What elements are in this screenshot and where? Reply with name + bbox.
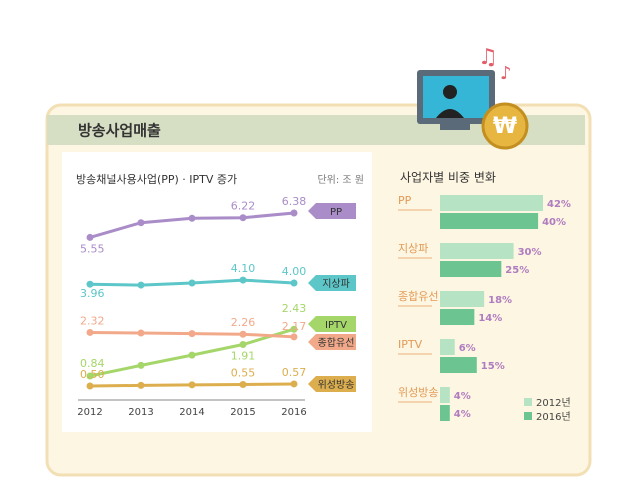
- value-label: 3.96: [80, 287, 105, 300]
- value-label: 1.91: [231, 350, 256, 363]
- bar: [440, 261, 502, 277]
- value-label: 15%: [481, 361, 505, 372]
- point: [239, 341, 247, 349]
- point: [188, 351, 196, 359]
- value-label: 30%: [518, 247, 542, 258]
- value-label: 4.00: [282, 265, 307, 278]
- point: [188, 279, 196, 287]
- bar: [440, 243, 514, 259]
- value-label: 6.38: [282, 195, 307, 208]
- point: [137, 219, 145, 227]
- point: [188, 214, 196, 222]
- series-tag: [308, 203, 356, 219]
- line-title: 방송채널사용사업(PP) · IPTV 증가: [76, 173, 237, 186]
- value-label: 2.17: [282, 320, 307, 333]
- bar: [440, 387, 450, 403]
- legend-label: 종합유선: [318, 337, 355, 349]
- value-label: 4%: [454, 391, 471, 402]
- point: [188, 381, 196, 389]
- series-tag: [308, 316, 356, 332]
- bar: [440, 291, 485, 307]
- series-tag: [308, 334, 356, 350]
- value-label: 14%: [478, 313, 502, 324]
- point: [86, 372, 94, 380]
- tv-icon: ₩ ♫ ♪: [417, 45, 529, 150]
- category-label: PP: [398, 194, 412, 207]
- bar: [440, 357, 477, 373]
- point: [137, 361, 145, 369]
- point: [137, 281, 145, 289]
- unit: 단위: 조 원: [317, 173, 364, 186]
- point: [239, 330, 247, 338]
- svg-text:₩: ₩: [493, 114, 517, 139]
- value-label: 2.43: [282, 302, 307, 315]
- point: [239, 214, 247, 222]
- point: [86, 280, 94, 288]
- legend-swatch: [524, 412, 532, 420]
- legend-label: 2012년: [536, 397, 571, 409]
- point: [86, 382, 94, 390]
- category-label: 지상파: [398, 242, 428, 255]
- value-label: 0.50: [80, 368, 105, 381]
- x-tick-label: 2015: [230, 407, 255, 418]
- category-label: 종합유선: [398, 290, 438, 303]
- point: [137, 329, 145, 337]
- value-label: 2.32: [80, 314, 105, 327]
- value-label: 6.22: [231, 200, 256, 213]
- legend-label: PP: [330, 207, 342, 218]
- category-label: IPTV: [398, 338, 423, 351]
- bar: [440, 213, 539, 229]
- point: [290, 279, 298, 287]
- value-label: 42%: [547, 199, 571, 210]
- value-label: 0.55: [231, 367, 256, 380]
- bar: [440, 309, 475, 325]
- value-label: 18%: [488, 295, 512, 306]
- legend-label: 2016년: [536, 411, 571, 423]
- value-label: 4.10: [231, 262, 256, 275]
- series-tag: [308, 275, 356, 291]
- point: [290, 380, 298, 388]
- x-tick-label: 2016: [281, 407, 306, 418]
- bar-title: 사업자별 비중 변화: [400, 171, 496, 185]
- bar: [440, 195, 543, 211]
- point: [86, 233, 94, 241]
- point: [290, 333, 298, 341]
- point: [290, 325, 298, 333]
- series-tag: [308, 376, 356, 392]
- value-label: 40%: [542, 217, 566, 228]
- x-tick-label: 2013: [128, 407, 153, 418]
- value-label: 25%: [505, 265, 529, 276]
- value-label: 4%: [454, 409, 471, 420]
- value-label: 2.26: [231, 316, 256, 329]
- category-label: 위성방송: [398, 386, 438, 399]
- svg-text:♫: ♫: [478, 45, 498, 70]
- x-tick-label: 2014: [179, 407, 204, 418]
- legend-label: IPTV: [325, 320, 347, 331]
- point: [137, 381, 145, 389]
- point: [290, 209, 298, 217]
- point: [239, 276, 247, 284]
- value-label: 0.84: [80, 357, 105, 370]
- point: [239, 381, 247, 389]
- bar: [440, 339, 455, 355]
- svg-text:♪: ♪: [500, 63, 512, 84]
- value-label: 6%: [459, 343, 476, 354]
- header-title: 방송사업매출: [78, 122, 161, 140]
- x-tick-label: 2012: [77, 407, 102, 418]
- point: [188, 330, 196, 338]
- legend-swatch: [524, 398, 532, 406]
- value-label: 5.55: [80, 242, 105, 255]
- value-label: 0.57: [282, 366, 307, 379]
- legend-label: 위성방송: [318, 378, 355, 391]
- legend-label: 지상파: [322, 278, 350, 290]
- bar: [440, 405, 450, 421]
- point: [86, 328, 94, 336]
